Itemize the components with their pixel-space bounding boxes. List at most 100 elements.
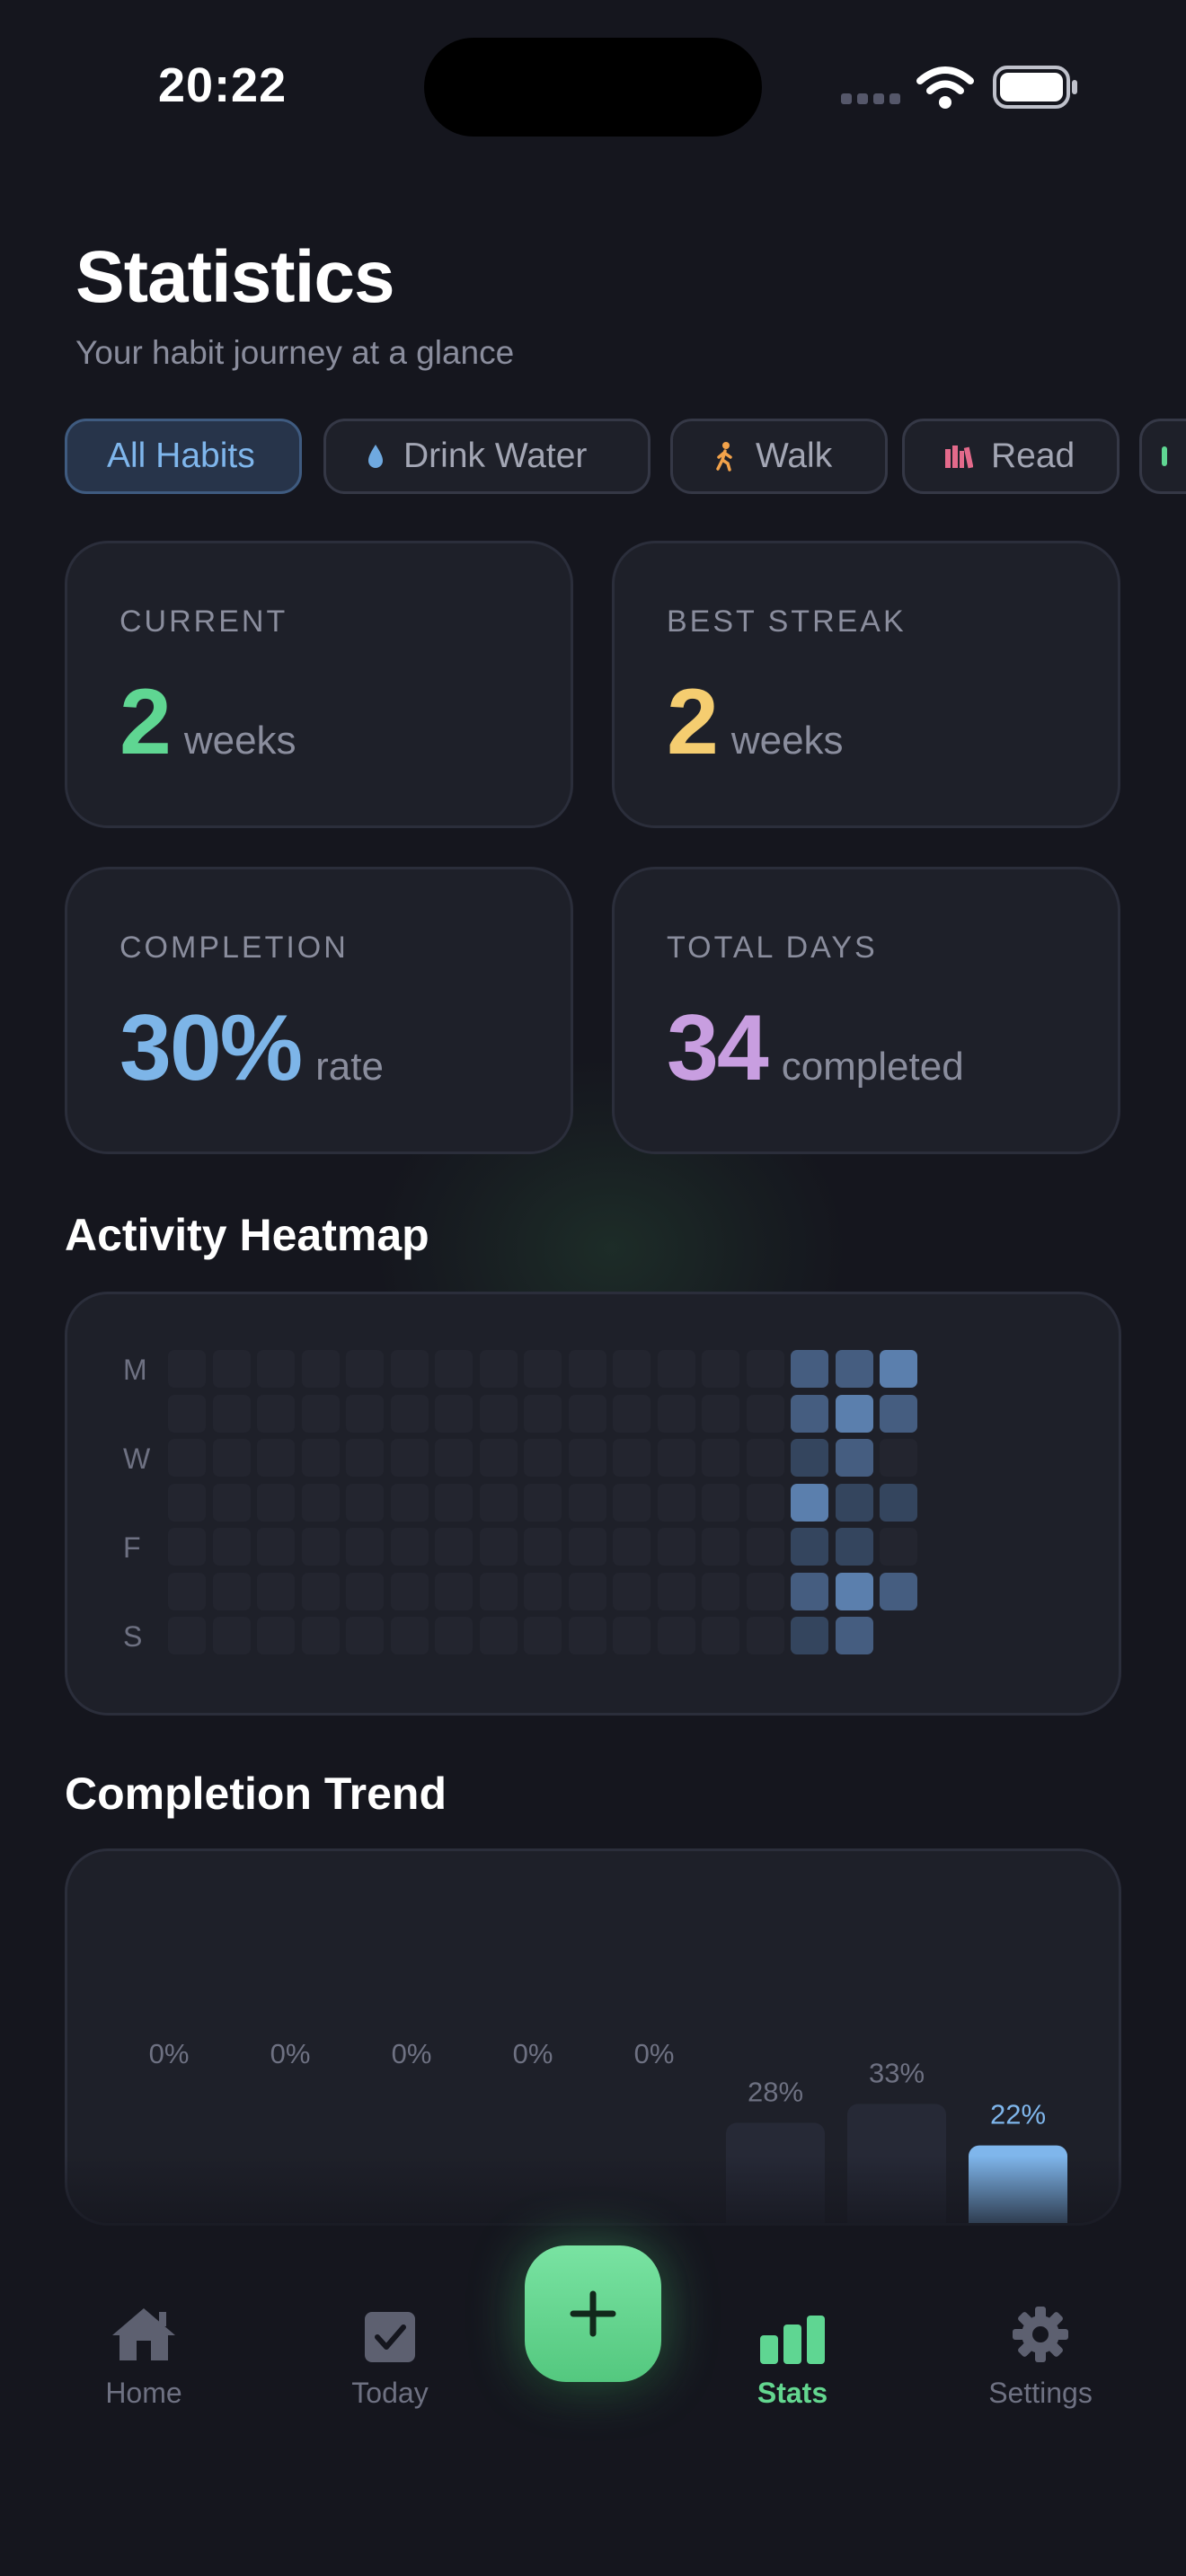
heatmap-cell <box>613 1617 651 1654</box>
heatmap-cell <box>524 1439 562 1477</box>
completion-rate-card: COMPLETION 30% rate <box>65 867 573 1154</box>
card-unit: completed <box>781 1045 964 1089</box>
heatmap-cell <box>568 1394 606 1433</box>
heatmap-cell <box>835 1528 873 1566</box>
filter-chip-more[interactable] <box>1139 419 1186 494</box>
habit-icon <box>1162 446 1167 466</box>
heatmap-cell <box>435 1528 473 1566</box>
tab-stats[interactable]: Stats <box>703 2292 882 2410</box>
heatmap-cell <box>346 1394 384 1433</box>
heatmap-cell <box>746 1394 784 1433</box>
heatmap-cell <box>657 1617 695 1654</box>
heatmap-cell <box>524 1350 562 1388</box>
heatmap-cell <box>479 1394 518 1433</box>
heatmap-cell <box>479 1483 518 1522</box>
tab-settings[interactable]: Settings <box>951 2292 1130 2410</box>
filter-chip-label: Read <box>991 437 1075 475</box>
heatmap-cell <box>346 1350 384 1388</box>
heatmap-cell <box>257 1528 295 1566</box>
heatmap-cell <box>791 1572 828 1610</box>
heatmap-cell <box>390 1439 429 1477</box>
books-icon <box>944 444 973 469</box>
heatmap-cell <box>257 1483 295 1522</box>
heatmap-cell <box>568 1572 606 1610</box>
filter-chip-read[interactable]: Read <box>902 419 1120 494</box>
tab-home[interactable]: Home <box>54 2292 234 2410</box>
heatmap-cell <box>702 1483 739 1522</box>
heatmap-cell <box>791 1483 828 1522</box>
gear-icon <box>951 2292 1130 2364</box>
heatmap-cell <box>746 1528 784 1566</box>
heatmap-cell <box>435 1394 473 1433</box>
card-unit: weeks <box>183 719 296 763</box>
house-icon <box>54 2292 234 2364</box>
filter-chip-all-habits[interactable]: All Habits <box>65 419 302 494</box>
card-unit: weeks <box>730 719 844 763</box>
filter-chip-label: All Habits <box>107 437 255 475</box>
battery-icon <box>993 66 1077 109</box>
heatmap-cell <box>346 1572 384 1610</box>
heatmap-cell <box>346 1528 384 1566</box>
heatmap-day-label: S <box>123 1620 143 1653</box>
heatmap-day-label: W <box>123 1442 151 1475</box>
heatmap-cell <box>301 1394 340 1433</box>
card-label: CURRENT <box>119 604 288 639</box>
heatmap-cell <box>168 1572 206 1610</box>
trend-title: Completion Trend <box>65 1769 447 1819</box>
heatmap-cell <box>613 1350 651 1388</box>
card-label: TOTAL DAYS <box>667 931 878 965</box>
heatmap-cell <box>212 1617 251 1654</box>
heatmap-cell <box>880 1572 917 1610</box>
heatmap-cell <box>257 1439 295 1477</box>
filter-chip-drink-water[interactable]: Drink Water <box>323 419 651 494</box>
heatmap-cell <box>702 1617 739 1654</box>
heatmap-cell <box>524 1483 562 1522</box>
heatmap-cell <box>301 1528 340 1566</box>
heatmap-cell <box>613 1572 651 1610</box>
card-label: BEST STREAK <box>667 604 907 639</box>
heatmap-cell <box>168 1528 206 1566</box>
heatmap-cell <box>212 1483 251 1522</box>
heatmap-cell <box>613 1528 651 1566</box>
total-days-value: 34 <box>667 996 769 1100</box>
heatmap-cell <box>613 1394 651 1433</box>
tab-today[interactable]: Today <box>300 2292 480 2410</box>
trend-value-label: 22% <box>990 2099 1046 2130</box>
current-streak-value: 2 <box>119 670 172 774</box>
heatmap-cell <box>613 1483 651 1522</box>
heatmap-cell <box>657 1528 695 1566</box>
wifi-icon <box>916 66 974 109</box>
heatmap-cell <box>568 1439 606 1477</box>
heatmap-cell <box>880 1528 917 1566</box>
tab-label: Stats <box>757 2377 828 2409</box>
heatmap-cell <box>257 1350 295 1388</box>
heatmap-cell <box>390 1483 429 1522</box>
filter-chip-label: Drink Water <box>403 437 588 475</box>
filter-chip-walk[interactable]: Walk <box>670 419 888 494</box>
habit-filter-bar: All Habits Drink Water Walk Read <box>65 419 1186 499</box>
filter-chip-label: Walk <box>756 437 833 475</box>
trend-value-label: 0% <box>149 2038 190 2069</box>
heatmap-cell <box>435 1350 473 1388</box>
add-habit-button[interactable] <box>525 2245 661 2382</box>
heatmap-cell <box>568 1528 606 1566</box>
heatmap-cell <box>257 1572 295 1610</box>
heatmap-cell <box>568 1483 606 1522</box>
trend-value-label: 28% <box>748 2076 803 2107</box>
heatmap-cell <box>746 1617 784 1654</box>
heatmap-cell <box>746 1483 784 1522</box>
heatmap-day-label: M <box>123 1354 147 1386</box>
trend-value-label: 0% <box>634 2038 675 2069</box>
heatmap-cell <box>435 1572 473 1610</box>
heatmap-cell <box>435 1483 473 1522</box>
trend-value-label: 0% <box>513 2038 553 2069</box>
walking-icon <box>712 441 738 472</box>
heatmap-cell <box>880 1394 917 1433</box>
heatmap-cell <box>657 1394 695 1433</box>
best-streak-card: BEST STREAK 2 weeks <box>612 541 1120 828</box>
heatmap-cell <box>168 1350 206 1388</box>
tab-label: Today <box>351 2377 429 2409</box>
heatmap-cell <box>479 1528 518 1566</box>
trend-value-label: 33% <box>869 2057 925 2088</box>
heatmap-day-label: F <box>123 1531 141 1564</box>
